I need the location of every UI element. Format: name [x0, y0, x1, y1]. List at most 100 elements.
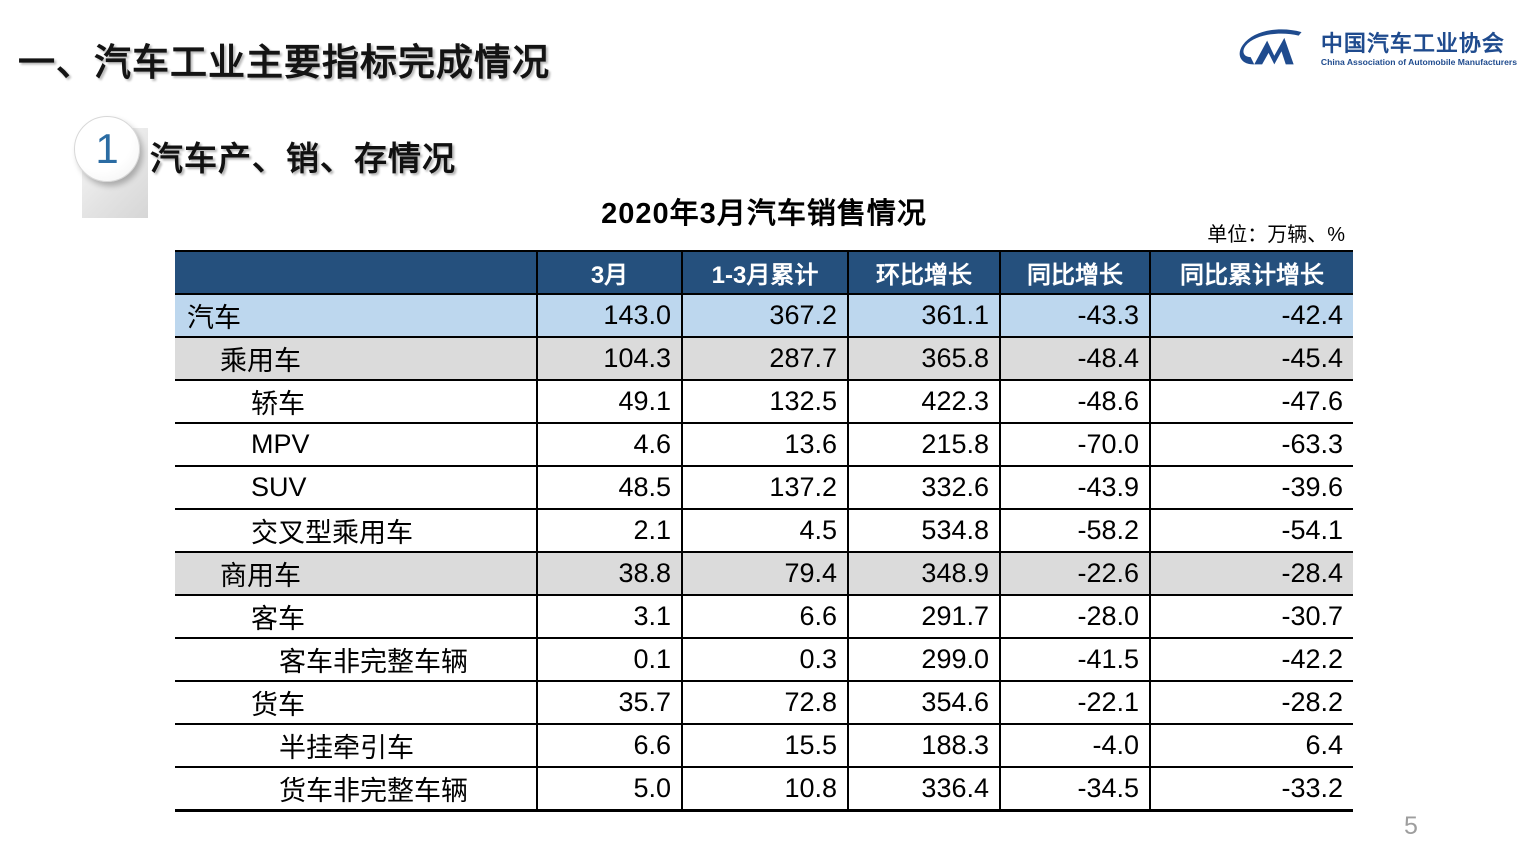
table-row: MPV 4.6 13.6 215.8 -70.0 -63.3	[175, 422, 1353, 467]
value-cell: 48.5	[536, 465, 683, 510]
table-row: 半挂牵引车 6.6 15.5 188.3 -4.0 6.4	[175, 723, 1353, 768]
header-cell: 同比累计增长	[1149, 250, 1353, 295]
value-cell: -22.6	[999, 551, 1151, 596]
value-cell: 6.6	[681, 594, 849, 639]
row-label-cell: 汽车	[175, 293, 538, 338]
unit-label: 单位：万辆、%	[1207, 224, 1345, 246]
table-row: 客车非完整车辆 0.1 0.3 299.0 -41.5 -42.2	[175, 637, 1353, 682]
table-header-row: 3月 1-3月累计 环比增长 同比增长 同比累计增长	[175, 250, 1353, 295]
value-cell: 365.8	[847, 336, 1001, 381]
row-label-cell: 半挂牵引车	[175, 723, 538, 768]
value-cell: -48.6	[999, 379, 1151, 424]
table-row: 交叉型乘用车 2.1 4.5 534.8 -58.2 -54.1	[175, 508, 1353, 553]
value-cell: -70.0	[999, 422, 1151, 467]
row-label-cell: 客车	[175, 594, 538, 639]
value-cell: 291.7	[847, 594, 1001, 639]
value-cell: -63.3	[1149, 422, 1353, 467]
value-cell: 104.3	[536, 336, 683, 381]
header-cell: 3月	[536, 250, 683, 295]
value-cell: 132.5	[681, 379, 849, 424]
sales-table: 3月 1-3月累计 环比增长 同比增长 同比累计增长 汽车 143.0 367.2 361.1…	[175, 250, 1353, 812]
value-cell: 422.3	[847, 379, 1001, 424]
row-label-cell: 轿车	[175, 379, 538, 424]
caam-logo-cn: 中国汽车工业协会	[1320, 31, 1505, 57]
value-cell: -54.1	[1149, 508, 1353, 553]
row-label-cell: 乘用车	[175, 336, 538, 381]
value-cell: -4.0	[999, 723, 1151, 768]
table-row: 乘用车 104.3 287.7 365.8 -48.4 -45.4	[175, 336, 1353, 381]
value-cell: -28.4	[1149, 551, 1353, 596]
table-row: 货车 35.7 72.8 354.6 -22.1 -28.2	[175, 680, 1353, 725]
section-title: 汽车产、销、存情况	[150, 140, 456, 177]
value-cell: 10.8	[681, 766, 849, 812]
value-cell: -39.6	[1149, 465, 1353, 510]
value-cell: -28.2	[1149, 680, 1353, 725]
value-cell: 6.6	[536, 723, 683, 768]
value-cell: 6.4	[1149, 723, 1353, 768]
value-cell: 15.5	[681, 723, 849, 768]
section-badge: 1	[74, 116, 140, 182]
table-row: 汽车 143.0 367.2 361.1 -43.3 -42.4	[175, 293, 1353, 338]
header-cell: 环比增长	[847, 250, 1001, 295]
row-label-cell: 商用车	[175, 551, 538, 596]
header-cell: 1-3月累计	[681, 250, 849, 295]
value-cell: -41.5	[999, 637, 1151, 682]
value-cell: 4.5	[681, 508, 849, 553]
caam-logo-text: 中国汽车工业协会 China Association of Automobile…	[1320, 31, 1517, 68]
value-cell: -48.4	[999, 336, 1151, 381]
table-title: 2020年3月汽车销售情况	[601, 198, 927, 230]
table-row: SUV 48.5 137.2 332.6 -43.9 -39.6	[175, 465, 1353, 510]
row-label-cell: 交叉型乘用车	[175, 508, 538, 553]
value-cell: -28.0	[999, 594, 1151, 639]
value-cell: 143.0	[536, 293, 683, 338]
value-cell: -42.2	[1149, 637, 1353, 682]
value-cell: 188.3	[847, 723, 1001, 768]
value-cell: 137.2	[681, 465, 849, 510]
value-cell: 5.0	[536, 766, 683, 812]
row-label-cell: SUV	[175, 465, 538, 510]
value-cell: -33.2	[1149, 766, 1353, 812]
value-cell: 49.1	[536, 379, 683, 424]
value-cell: 534.8	[847, 508, 1001, 553]
value-cell: -34.5	[999, 766, 1151, 812]
row-label-cell: 货车	[175, 680, 538, 725]
row-label-cell: 客车非完整车辆	[175, 637, 538, 682]
table-row: 商用车 38.8 79.4 348.9 -22.6 -28.4	[175, 551, 1353, 596]
value-cell: 332.6	[847, 465, 1001, 510]
value-cell: 361.1	[847, 293, 1001, 338]
value-cell: 215.8	[847, 422, 1001, 467]
value-cell: 0.3	[681, 637, 849, 682]
value-cell: -43.3	[999, 293, 1151, 338]
value-cell: -58.2	[999, 508, 1151, 553]
value-cell: 348.9	[847, 551, 1001, 596]
value-cell: 287.7	[681, 336, 849, 381]
caam-logo-en: China Association of Automobile Manufact…	[1320, 57, 1517, 68]
row-label-cell: 货车非完整车辆	[175, 766, 538, 812]
value-cell: 38.8	[536, 551, 683, 596]
value-cell: -30.7	[1149, 594, 1353, 639]
row-label-cell: MPV	[175, 422, 538, 467]
caam-monogram-icon	[1239, 29, 1302, 65]
value-cell: 13.6	[681, 422, 849, 467]
header-cell: 同比增长	[999, 250, 1151, 295]
header-cell-label	[175, 250, 538, 295]
value-cell: 299.0	[847, 637, 1001, 682]
value-cell: 79.4	[681, 551, 849, 596]
table-row: 货车非完整车辆 5.0 10.8 336.4 -34.5 -33.2	[175, 766, 1353, 812]
value-cell: -22.1	[999, 680, 1151, 725]
value-cell: -47.6	[1149, 379, 1353, 424]
value-cell: 35.7	[536, 680, 683, 725]
table-row: 轿车 49.1 132.5 422.3 -48.6 -47.6	[175, 379, 1353, 424]
value-cell: -43.9	[999, 465, 1151, 510]
value-cell: 0.1	[536, 637, 683, 682]
value-cell: 4.6	[536, 422, 683, 467]
page-title: 一、汽车工业主要指标完成情况	[18, 42, 550, 83]
value-cell: 2.1	[536, 508, 683, 553]
value-cell: 72.8	[681, 680, 849, 725]
caam-logo: 中国汽车工业协会 China Association of Automobile…	[1227, 22, 1517, 78]
table-row: 客车 3.1 6.6 291.7 -28.0 -30.7	[175, 594, 1353, 639]
value-cell: 354.6	[847, 680, 1001, 725]
value-cell: -45.4	[1149, 336, 1353, 381]
value-cell: 336.4	[847, 766, 1001, 812]
